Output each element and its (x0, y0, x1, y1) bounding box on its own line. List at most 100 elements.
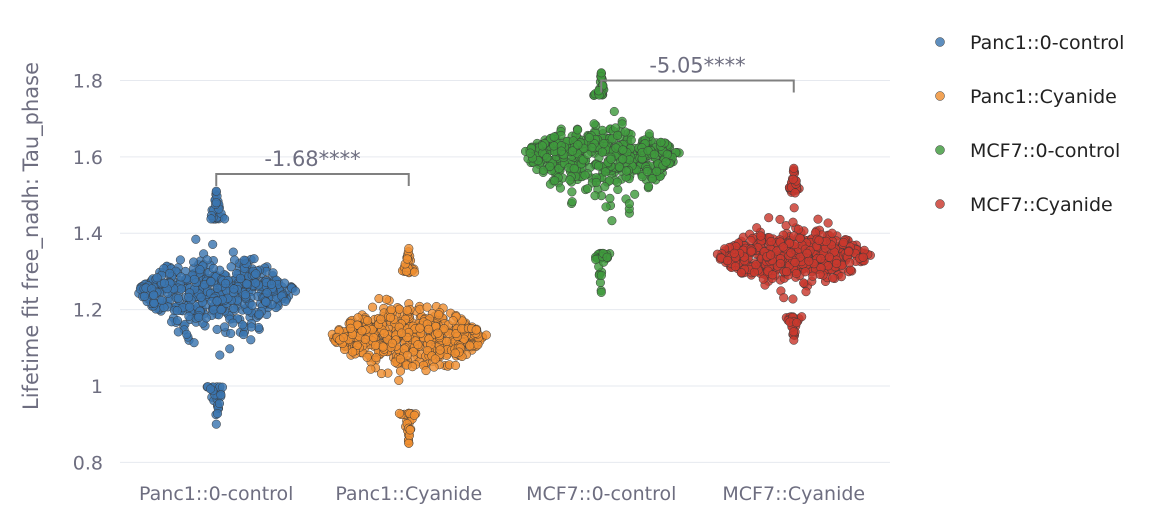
legend-marker (935, 91, 945, 101)
data-point (567, 146, 578, 156)
data-point (642, 166, 652, 177)
bracket-line (600, 79, 795, 93)
data-point (369, 333, 379, 343)
data-point (251, 269, 261, 279)
data-point (208, 263, 218, 274)
legend-label: MCF7::0-control (970, 140, 1120, 162)
data-point (778, 242, 788, 252)
data-point (429, 362, 439, 372)
data-point (226, 262, 236, 272)
data-point (413, 340, 423, 350)
data-point (182, 329, 192, 339)
data-point (362, 352, 372, 362)
data-point (206, 277, 216, 287)
legend-marker (935, 37, 945, 47)
legend-marker (935, 199, 945, 209)
data-point (450, 348, 460, 358)
legend-marker (935, 145, 945, 155)
data-point (624, 199, 634, 209)
legend-item[interactable]: Panc1::0-control (935, 32, 1125, 54)
data-point (184, 311, 194, 321)
data-point (751, 260, 761, 270)
data-point (229, 284, 239, 294)
data-point (394, 408, 404, 418)
data-point (366, 364, 376, 374)
data-point (775, 214, 785, 224)
data-point (813, 214, 823, 224)
data-point (481, 330, 491, 340)
data-point (824, 252, 834, 262)
x-tick-label: Panc1::Cyanide (335, 483, 482, 505)
data-point (262, 288, 272, 298)
data-point (808, 271, 818, 281)
data-point (844, 247, 854, 257)
outlier-point (404, 438, 414, 448)
data-point (644, 129, 654, 139)
data-point (788, 217, 798, 227)
outlier-point (211, 198, 221, 208)
data-point (775, 258, 785, 269)
data-point (433, 328, 443, 338)
data-point (214, 398, 225, 409)
data-point (602, 252, 612, 262)
data-point (421, 366, 431, 376)
data-point (626, 135, 636, 145)
data-point (152, 273, 162, 283)
data-point (606, 154, 616, 164)
legend-item[interactable]: Panc1::Cyanide (935, 86, 1117, 108)
data-point (795, 233, 805, 243)
legend[interactable]: Panc1::0-controlPanc1::CyanideMCF7::0-co… (935, 32, 1125, 216)
data-point (580, 170, 590, 180)
x-tick-labels: Panc1::0-control Panc1::Cyanide MCF7::0-co… (139, 483, 865, 505)
data-point (368, 302, 378, 312)
data-point (537, 141, 547, 151)
data-point (545, 161, 555, 171)
data-point (165, 268, 175, 278)
data-point (591, 177, 601, 188)
data-point (402, 305, 412, 315)
data-point (647, 174, 657, 184)
data-point (618, 145, 628, 155)
data-point (832, 258, 842, 268)
data-point (555, 183, 565, 193)
data-point (371, 353, 381, 363)
data-point (348, 347, 358, 357)
data-point (194, 312, 204, 322)
data-point (216, 390, 226, 400)
data-point (189, 274, 199, 284)
x-tick-label: MCF7::Cyanide (722, 483, 865, 505)
data-point (376, 314, 386, 324)
data-point (758, 274, 768, 284)
legend-item[interactable]: MCF7::0-control (935, 140, 1121, 162)
data-point (768, 270, 778, 280)
data-point (601, 202, 611, 212)
data-point (583, 184, 593, 194)
data-point (823, 218, 833, 228)
outlier-point (211, 419, 221, 429)
data-point (159, 278, 170, 288)
bracket-line (215, 173, 410, 187)
data-point (280, 278, 290, 288)
data-point (371, 340, 381, 350)
data-point (845, 258, 855, 268)
data-point (567, 197, 577, 207)
data-point (788, 174, 798, 184)
legend-item[interactable]: MCF7::Cyanide (935, 194, 1113, 216)
data-point (746, 246, 756, 256)
data-point (268, 268, 278, 278)
data-point (430, 354, 440, 364)
data-point (584, 133, 594, 143)
data-point (766, 236, 776, 247)
data-point (184, 292, 194, 302)
data-point (800, 267, 810, 277)
data-point (205, 384, 216, 394)
data-point (405, 425, 415, 435)
y-tick-label: 0.8 (73, 452, 103, 474)
significance-label: -1.68**** (264, 147, 360, 171)
data-point (185, 302, 195, 312)
data-point (239, 255, 249, 265)
data-point (730, 262, 740, 272)
data-point (434, 310, 444, 320)
data-point (565, 175, 575, 185)
